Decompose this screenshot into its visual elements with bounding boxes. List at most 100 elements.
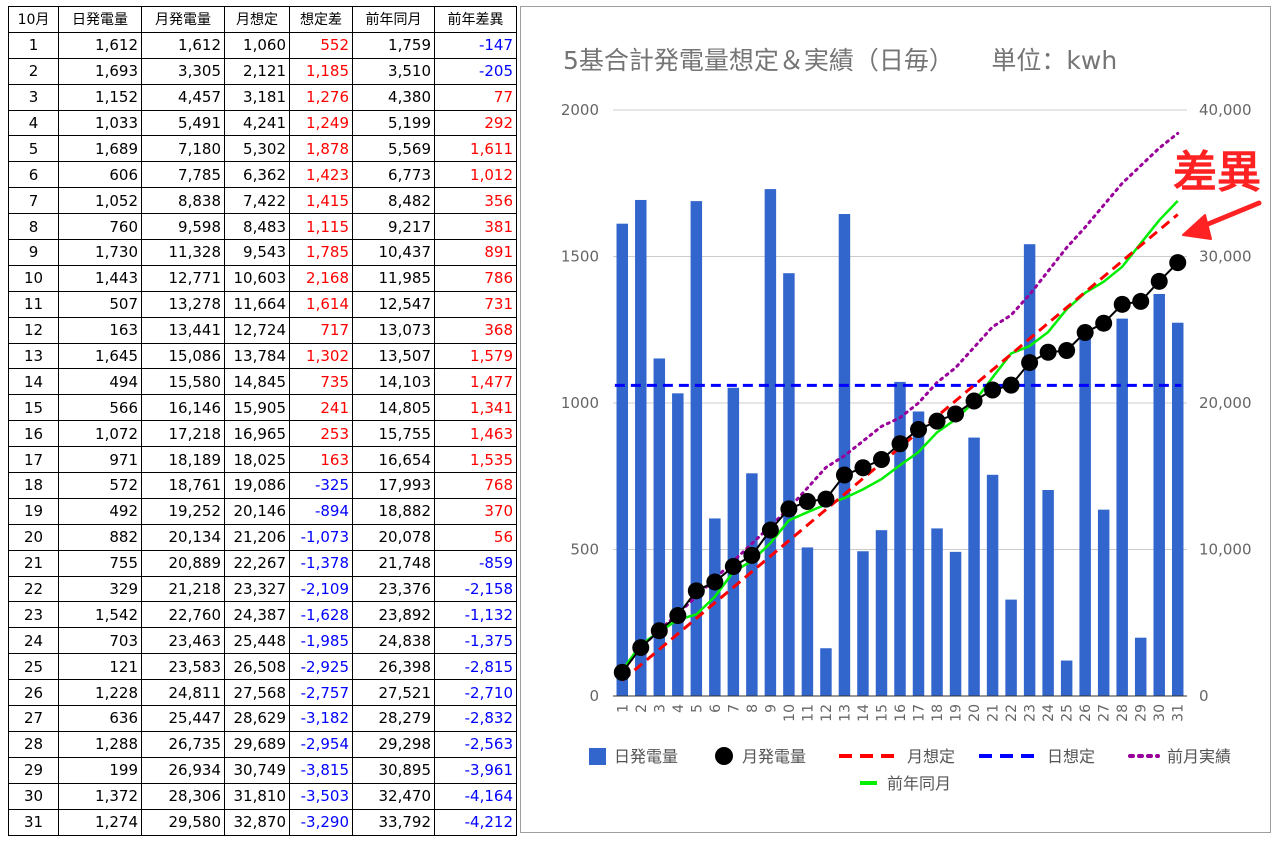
table-cell: 25	[8, 653, 59, 681]
table-cell: 28,629	[224, 705, 290, 732]
x-axis-tick-label: 3	[652, 704, 668, 713]
table-cell: 29,689	[224, 730, 290, 758]
table-cell: 3,305	[141, 57, 225, 85]
table-row: 4 1,033 5,491 4,241 1,249 5,199 292	[8, 109, 517, 137]
table-cell: 17	[8, 446, 59, 474]
legend-swatch-monthly	[715, 747, 733, 765]
table-cell: 12,724	[224, 316, 290, 344]
annotation-label: 差異	[1173, 147, 1261, 198]
table-cell: 16,146	[141, 394, 225, 422]
series-point-monthly	[1076, 324, 1094, 342]
x-axis-tick-label: 23	[1023, 704, 1039, 722]
table-cell: 9,217	[352, 213, 435, 241]
table-cell: 24	[8, 627, 59, 655]
table-row: 3 1,152 4,457 3,181 1,276 4,380 77	[8, 83, 517, 111]
table-cell: 3,510	[352, 57, 435, 85]
table-cell: 1,415	[289, 187, 353, 215]
table-row: 26 1,228 24,811 27,568 -2,757 27,521 -2,710	[8, 679, 517, 707]
series-point-monthly	[687, 582, 705, 600]
table-cell: 31	[8, 808, 59, 836]
table-cell: 24,811	[141, 679, 225, 707]
table-cell: -205	[434, 57, 517, 85]
bar	[1172, 322, 1184, 696]
table-row: 19 492 19,252 20,146 -894 18,882 370	[8, 497, 517, 525]
table-cell: 23,327	[224, 575, 290, 603]
x-axis-tick-label: 14	[856, 704, 872, 722]
table-cell: -147	[434, 31, 517, 59]
x-axis-tick-label: 25	[1060, 704, 1076, 722]
table-cell: 25,447	[141, 705, 225, 732]
table-cell: 18,882	[352, 497, 435, 525]
bar	[1023, 244, 1036, 696]
table-cell: 1,423	[289, 161, 353, 189]
table-cell: 1,274	[58, 808, 142, 836]
table-cell: 13,784	[224, 342, 290, 370]
table-cell: 15,580	[141, 368, 225, 396]
series-point-monthly	[872, 450, 890, 468]
right-axis-tick-label: 40,000	[1199, 101, 1252, 119]
table-cell: 23	[8, 601, 59, 629]
series-point-monthly	[928, 412, 946, 430]
column-header: 10月	[8, 6, 59, 33]
table-cell: 22,267	[224, 549, 290, 577]
table-cell: -894	[289, 497, 353, 525]
table-cell: -4,164	[434, 782, 517, 810]
series-point-monthly	[669, 607, 687, 625]
table-row: 1 1,612 1,612 1,060 552 1,759 -147	[8, 31, 517, 59]
table-cell: 20,134	[141, 523, 225, 551]
series-point-monthly	[910, 421, 928, 439]
series-point-monthly	[632, 639, 650, 657]
table-cell: 3,181	[224, 83, 290, 111]
table-cell: -2,710	[434, 679, 517, 707]
bar	[709, 518, 721, 696]
table-cell: 18,761	[141, 472, 225, 499]
table-cell: 6,773	[352, 161, 435, 189]
table-cell: 1,060	[224, 31, 290, 59]
table-cell: -3,961	[434, 756, 517, 784]
table-cell: 30,895	[352, 756, 435, 784]
table-cell: 1,579	[434, 342, 517, 370]
bar	[1079, 336, 1091, 696]
series-point-monthly	[780, 500, 798, 518]
table-cell: 1,535	[434, 446, 517, 474]
table-row: 11 507 13,278 11,664 1,614 12,547 731	[8, 290, 517, 318]
table-cell: 370	[434, 497, 517, 525]
table-cell: -1,375	[434, 627, 517, 655]
bar	[635, 199, 647, 697]
bar	[690, 201, 703, 697]
table-cell: -1,628	[289, 601, 353, 629]
table-cell: 16,654	[352, 446, 435, 474]
series-point-monthly	[1039, 343, 1057, 361]
bar	[1116, 318, 1128, 696]
table-cell: -2,832	[434, 705, 517, 732]
table-cell: 4,380	[352, 83, 435, 111]
bar	[783, 273, 795, 696]
series-point-monthly	[724, 558, 742, 576]
x-axis-tick-label: 9	[763, 704, 779, 713]
x-axis-tick-label: 30	[1152, 704, 1168, 722]
legend-label: 月発電量	[742, 747, 806, 766]
table-cell: -2,757	[289, 679, 353, 707]
table-cell: 1,152	[58, 83, 142, 111]
x-axis-tick-label: 19	[949, 704, 965, 722]
x-axis-tick-label: 13	[837, 704, 853, 722]
table-cell: 2	[8, 57, 59, 85]
right-axis-tick-label: 10,000	[1199, 541, 1252, 559]
series-point-monthly	[835, 466, 853, 484]
series-point-monthly	[1132, 292, 1150, 310]
table-cell: 1,372	[58, 782, 142, 810]
x-axis-tick-label: 20	[967, 704, 983, 722]
x-axis-tick-label: 15	[874, 704, 890, 722]
table-cell: 18	[8, 472, 59, 499]
table-cell: 1,228	[58, 679, 142, 707]
table-cell: 27,568	[224, 679, 290, 707]
table-cell: 23,376	[352, 575, 435, 603]
table-cell: 20,078	[352, 523, 435, 551]
series-point-monthly	[1095, 314, 1113, 332]
series-line-month-target	[621, 213, 1179, 682]
table-cell: 971	[58, 446, 142, 474]
legend-label: 日発電量	[614, 747, 678, 766]
annotation-arrow-head	[1182, 214, 1212, 240]
table-cell: 8,483	[224, 213, 290, 241]
table-row: 25 121 23,583 26,508 -2,925 26,398 -2,815	[8, 653, 517, 681]
